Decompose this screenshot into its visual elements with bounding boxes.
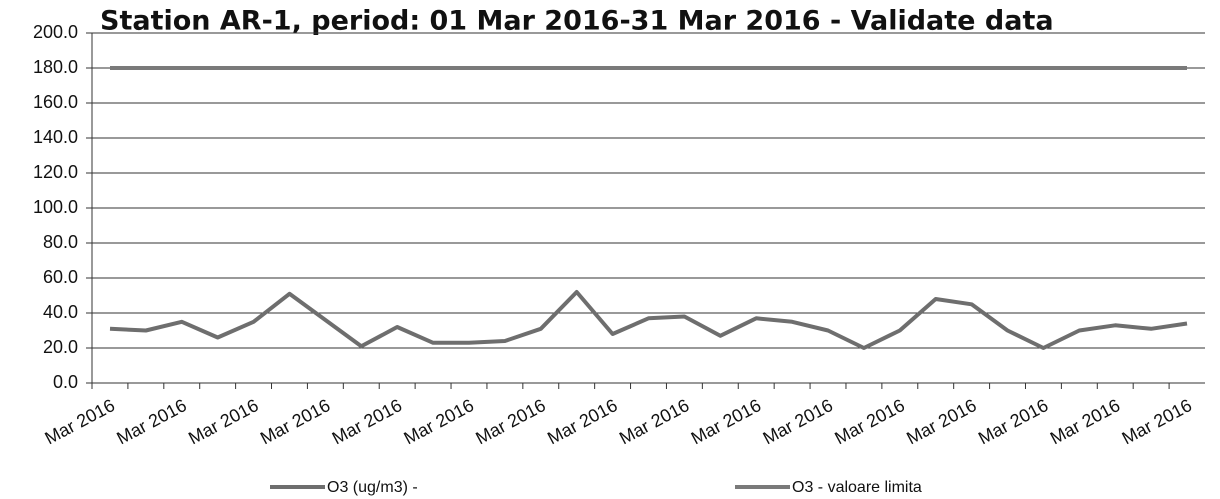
x-tick-label: Mar 2016: [257, 395, 334, 448]
y-tick-label: 160.0: [33, 92, 78, 112]
x-tick-label: Mar 2016: [760, 395, 837, 448]
x-tick-label: Mar 2016: [975, 395, 1052, 448]
series-line: [109, 290, 1188, 350]
y-tick-label: 100.0: [33, 197, 78, 217]
x-tick-label: Mar 2016: [903, 395, 980, 448]
y-tick-label: 60.0: [43, 267, 78, 287]
x-tick-label: Mar 2016: [688, 395, 765, 448]
x-tick-label: Mar 2016: [1047, 395, 1124, 448]
x-tick-label: Mar 2016: [544, 395, 621, 448]
y-tick-label: 40.0: [43, 302, 78, 322]
y-tick-label: 80.0: [43, 232, 78, 252]
x-tick-label: Mar 2016: [185, 395, 262, 448]
y-tick-label: 120.0: [33, 162, 78, 182]
legend-label: O3 - valoare limita: [792, 479, 922, 496]
x-tick-label: Mar 2016: [831, 395, 908, 448]
x-tick-label: Mar 2016: [42, 395, 119, 448]
x-tick-label: Mar 2016: [329, 395, 406, 448]
y-tick-label: 140.0: [33, 127, 78, 147]
y-tick-label: 200.0: [33, 22, 78, 42]
x-tick-label: Mar 2016: [113, 395, 190, 448]
y-tick-label: 0.0: [53, 372, 78, 392]
y-tick-label: 180.0: [33, 57, 78, 77]
x-tick-label: Mar 2016: [401, 395, 478, 448]
y-tick-label: 20.0: [43, 337, 78, 357]
legend-label: O3 (ug/m3) -: [327, 479, 418, 496]
x-tick-label: Mar 2016: [1119, 395, 1196, 448]
x-tick-label: Mar 2016: [616, 395, 693, 448]
x-tick-label: Mar 2016: [472, 395, 549, 448]
chart-title: Station AR-1, period: 01 Mar 2016-31 Mar…: [100, 6, 1054, 37]
